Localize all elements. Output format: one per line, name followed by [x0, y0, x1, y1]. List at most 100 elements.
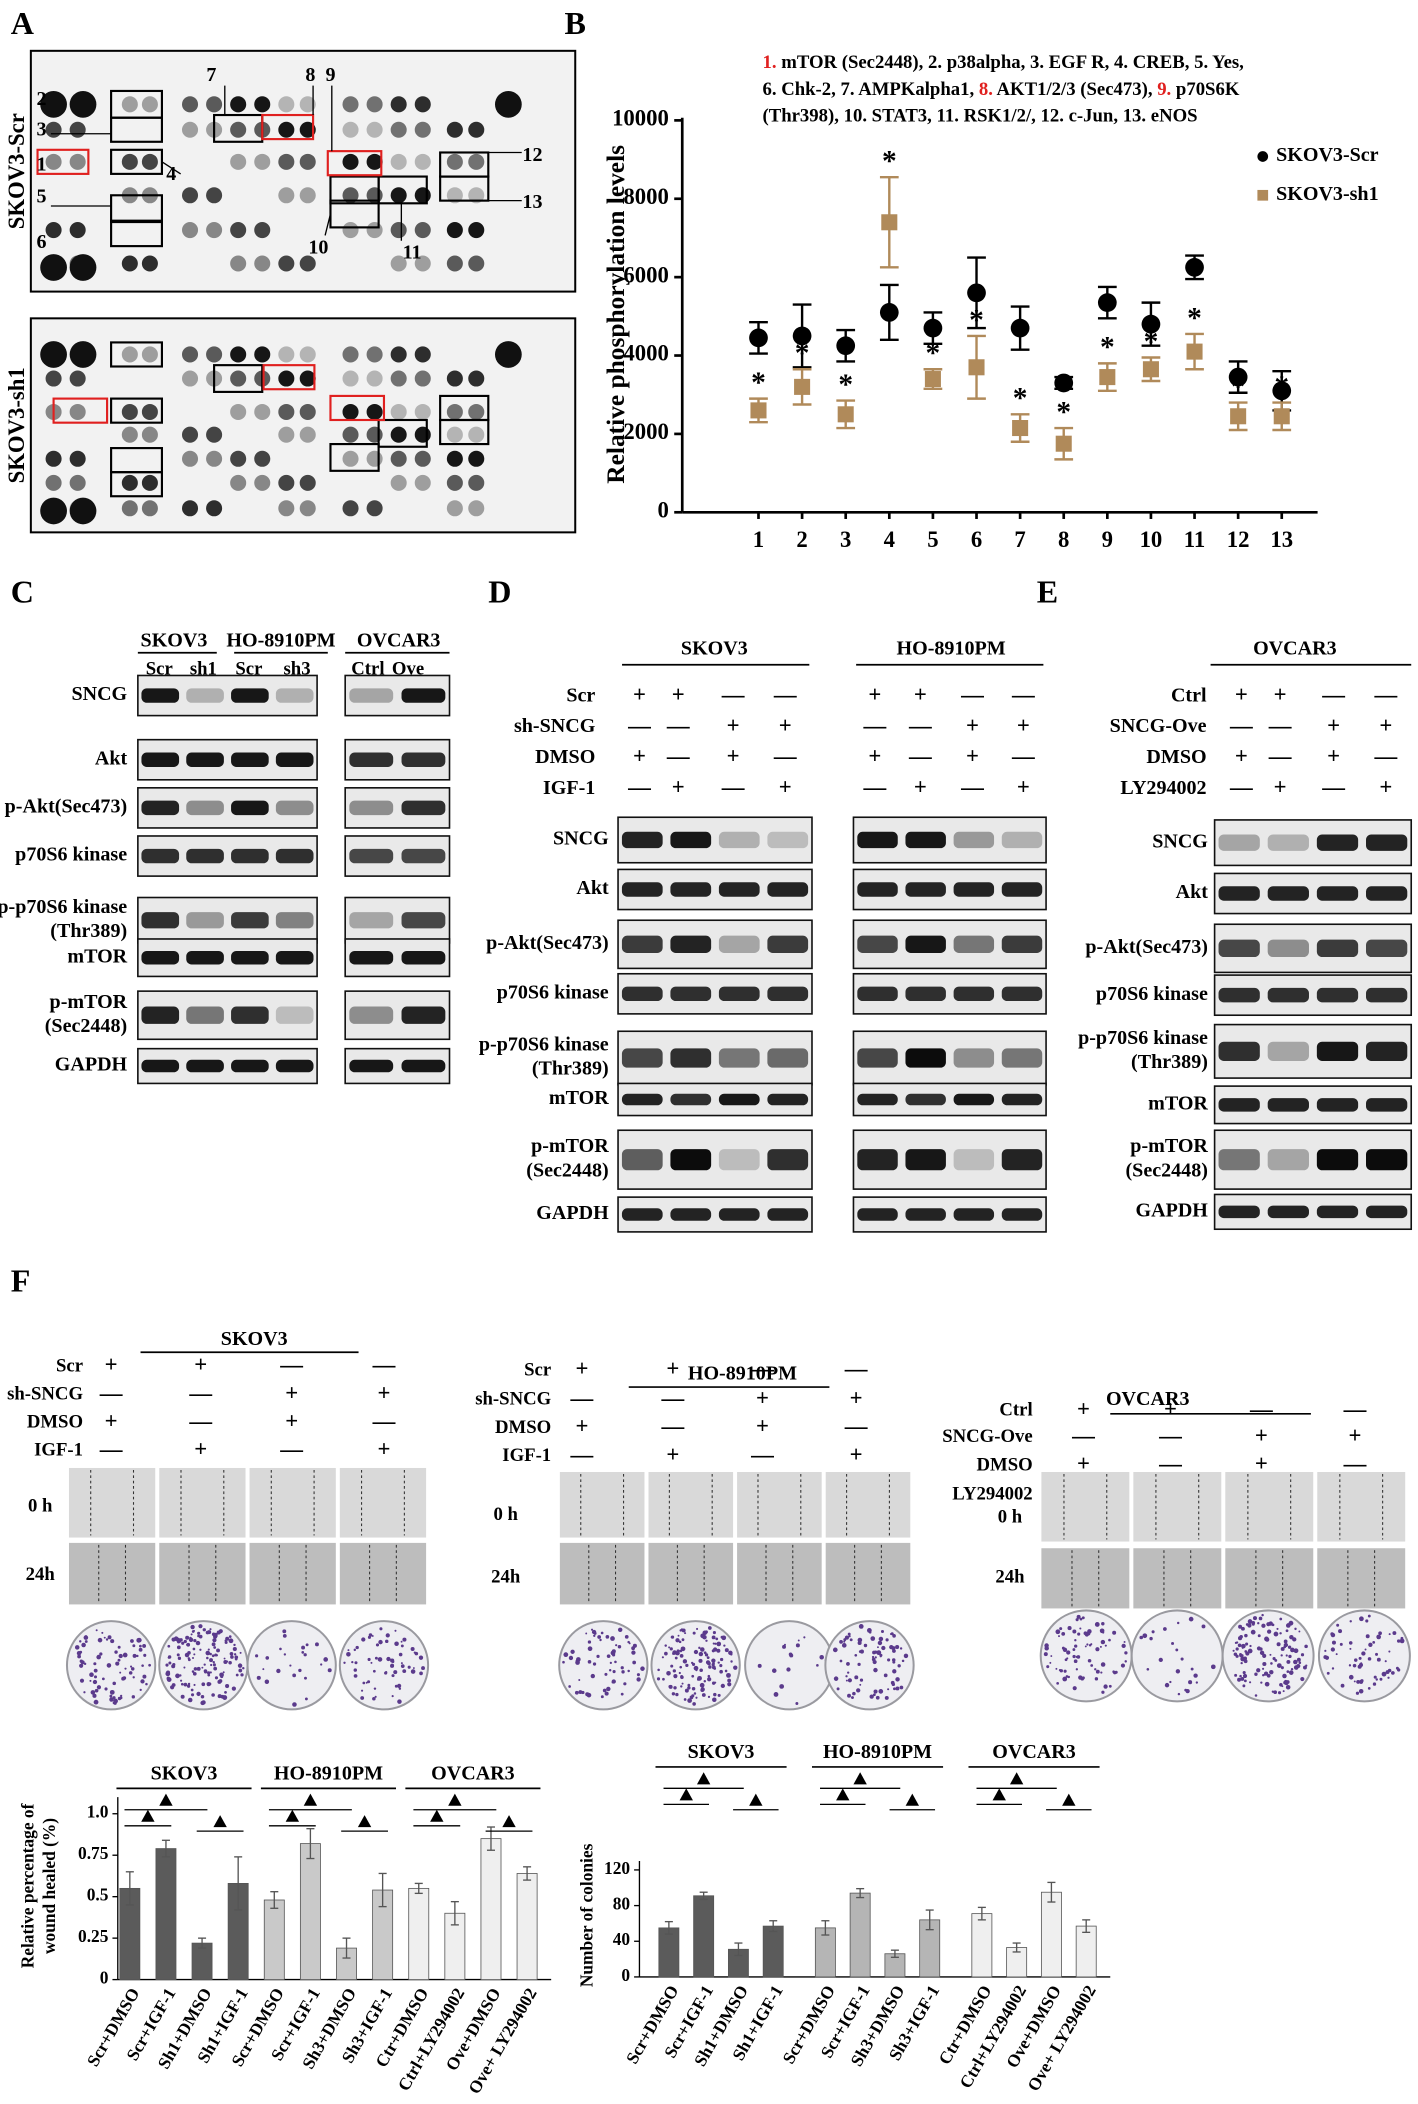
colony	[183, 1682, 188, 1687]
dot	[366, 426, 383, 443]
colony	[180, 1694, 185, 1699]
key-segment: (Thr398), 10. STAT3, 11. RSK1/2/, 12. c-…	[763, 106, 1198, 127]
spot-label: 9	[325, 64, 335, 86]
spot-box	[110, 471, 164, 498]
row-label: SNCG	[71, 683, 127, 705]
wound-image	[1223, 1470, 1315, 1543]
colony	[1348, 1664, 1352, 1667]
dot	[230, 121, 247, 138]
blot-band	[141, 752, 180, 767]
row-label: p-p70S6 kinase	[1078, 1027, 1208, 1049]
colony	[187, 1684, 190, 1688]
colony	[228, 1635, 232, 1638]
colony	[371, 1635, 374, 1637]
sign: +	[666, 1442, 679, 1467]
dot	[181, 96, 199, 113]
dot	[181, 450, 199, 467]
colony	[81, 1642, 86, 1648]
colony	[719, 1657, 724, 1662]
colony	[229, 1651, 234, 1656]
comparison-marker	[696, 1772, 711, 1785]
colony	[1281, 1685, 1284, 1688]
colony	[773, 1692, 779, 1697]
colony	[213, 1666, 218, 1671]
colony	[1195, 1681, 1199, 1684]
marker	[1185, 257, 1204, 277]
blot-band	[767, 986, 809, 1002]
dot	[342, 500, 359, 517]
colony	[687, 1686, 691, 1690]
colony	[304, 1676, 307, 1680]
colony	[1300, 1676, 1305, 1682]
colony	[1324, 1655, 1330, 1660]
row-label: GAPDH	[536, 1202, 609, 1224]
sign: +	[377, 1380, 390, 1405]
colony	[200, 1694, 205, 1699]
colony	[689, 1695, 694, 1700]
significance-label: *	[1100, 332, 1115, 364]
treatment-label: DMSO	[495, 1417, 551, 1438]
dot	[230, 222, 247, 239]
sign: —	[750, 1442, 774, 1467]
colony	[832, 1647, 838, 1653]
colony	[224, 1691, 227, 1694]
dot	[342, 370, 359, 387]
colony	[214, 1676, 219, 1680]
bar	[263, 1899, 285, 1981]
error-bar	[342, 1937, 351, 1959]
wound-image	[67, 1541, 157, 1606]
colony	[707, 1661, 711, 1666]
sign: —	[1321, 774, 1345, 799]
dot	[342, 403, 359, 420]
blot-band	[953, 1093, 995, 1106]
spot-label: 4	[166, 163, 176, 185]
sign: —	[773, 744, 797, 769]
colony	[1121, 1643, 1126, 1648]
colony	[678, 1671, 681, 1675]
bar	[480, 1838, 502, 1981]
colony	[400, 1644, 404, 1648]
colony	[1190, 1667, 1194, 1671]
colony	[132, 1676, 135, 1679]
colony	[205, 1630, 210, 1635]
dot	[206, 450, 223, 467]
dot	[299, 346, 316, 363]
colony	[143, 1653, 147, 1657]
colony	[1364, 1648, 1367, 1651]
colony	[1359, 1616, 1364, 1622]
error-bar	[1012, 1942, 1021, 1953]
dot	[121, 96, 138, 113]
blot-band	[905, 1208, 946, 1221]
spot-label: 11	[403, 242, 422, 264]
panel-letter: C	[11, 574, 34, 610]
colony	[407, 1665, 411, 1669]
colony	[142, 1643, 147, 1648]
key-segment: 1.	[763, 53, 777, 74]
dot	[69, 474, 86, 491]
blot-band	[953, 1149, 995, 1171]
colony	[1264, 1681, 1270, 1687]
colony	[353, 1668, 357, 1672]
dot	[278, 346, 295, 363]
colony	[93, 1699, 99, 1705]
blot-band	[1267, 834, 1309, 851]
colony	[581, 1690, 585, 1695]
colony	[209, 1652, 212, 1656]
colony	[394, 1684, 398, 1688]
colony	[727, 1682, 732, 1687]
colony	[1074, 1644, 1078, 1648]
colony	[1367, 1686, 1371, 1690]
y-tick-label: 0	[658, 498, 669, 523]
colony	[191, 1670, 195, 1673]
colony	[1271, 1690, 1274, 1693]
row-label: (Thr389)	[532, 1058, 609, 1080]
cell-line: HO-8910PM	[897, 638, 1006, 660]
colony	[1242, 1673, 1248, 1679]
blot-band	[401, 950, 446, 965]
colony-plate	[824, 1620, 915, 1711]
y-axis-label: Relative percentage of	[18, 1803, 37, 1968]
significance-label: *	[1187, 302, 1202, 334]
sign: +	[1327, 744, 1340, 769]
y-tick-label: 0.75	[78, 1844, 109, 1863]
colony	[1180, 1657, 1184, 1661]
